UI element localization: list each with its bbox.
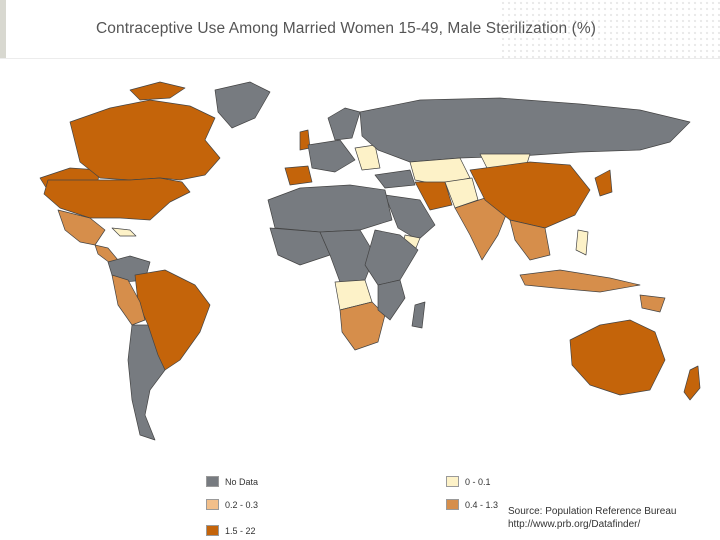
legend-label: 1.5 - 22	[225, 525, 256, 536]
region-caribbean	[111, 227, 137, 237]
region-peru-ecuador	[111, 274, 146, 326]
legend-item-0.4-1.3: 0.4 - 1.3	[446, 499, 498, 510]
world-map	[39, 81, 701, 441]
region-east-europe	[354, 144, 381, 171]
region-arabia	[384, 194, 436, 241]
region-turkey-levant	[374, 169, 416, 189]
legend-swatch	[446, 476, 459, 487]
region-madagascar	[411, 301, 426, 329]
region-philippines	[575, 229, 589, 256]
map-title: Contraceptive Use Among Married Women 15…	[96, 20, 597, 37]
legend-label: No Data	[225, 476, 259, 487]
legend-swatch	[206, 525, 219, 536]
header-accent-bar	[0, 0, 6, 58]
region-mozambique	[377, 279, 406, 321]
region-usa	[43, 177, 191, 221]
region-iran	[414, 181, 453, 211]
legend-item-0-0.1: 0 - 0.1	[446, 476, 491, 487]
region-southern-africa	[339, 301, 386, 351]
region-russia	[359, 97, 691, 163]
region-southern-cone	[127, 324, 166, 441]
legend-swatch	[446, 499, 459, 510]
source-line: Source: Population Reference Bureau	[508, 506, 677, 517]
legend-item-0.2-0.3: 0.2 - 0.3	[206, 499, 258, 510]
region-west-africa	[269, 227, 331, 266]
region-north-africa	[267, 184, 393, 233]
region-australia	[569, 319, 666, 396]
region-korea-japan	[594, 169, 613, 197]
header-divider	[0, 58, 720, 59]
legend-item-1.5-22: 1.5 - 22	[206, 525, 256, 536]
legend-label: 0.2 - 0.3	[225, 499, 259, 510]
source-url: http://www.prb.org/Datafinder/	[508, 519, 641, 530]
region-greenland	[214, 81, 271, 129]
legend-swatch	[206, 499, 219, 510]
legend-label: 0 - 0.1	[465, 476, 491, 487]
region-canada	[69, 99, 221, 181]
region-southeast-asia	[509, 219, 551, 261]
region-central-africa	[319, 229, 376, 283]
region-papua	[639, 294, 666, 313]
region-iberia	[284, 165, 313, 186]
legend-swatch	[206, 476, 219, 487]
region-new-zealand	[683, 365, 701, 401]
legend-label: 0.4 - 1.3	[465, 499, 499, 510]
region-indonesia	[519, 269, 641, 293]
header: Contraceptive Use Among Married Women 15…	[0, 0, 720, 58]
region-canada-islands	[129, 81, 186, 101]
legend-item-no-data: No Data	[206, 476, 258, 487]
region-west-europe	[307, 139, 356, 173]
header-world-dots	[500, 0, 720, 58]
source-note: Source: Population Reference Bureau http…	[508, 505, 677, 531]
region-scandinavia	[327, 107, 361, 141]
region-china	[469, 161, 591, 229]
